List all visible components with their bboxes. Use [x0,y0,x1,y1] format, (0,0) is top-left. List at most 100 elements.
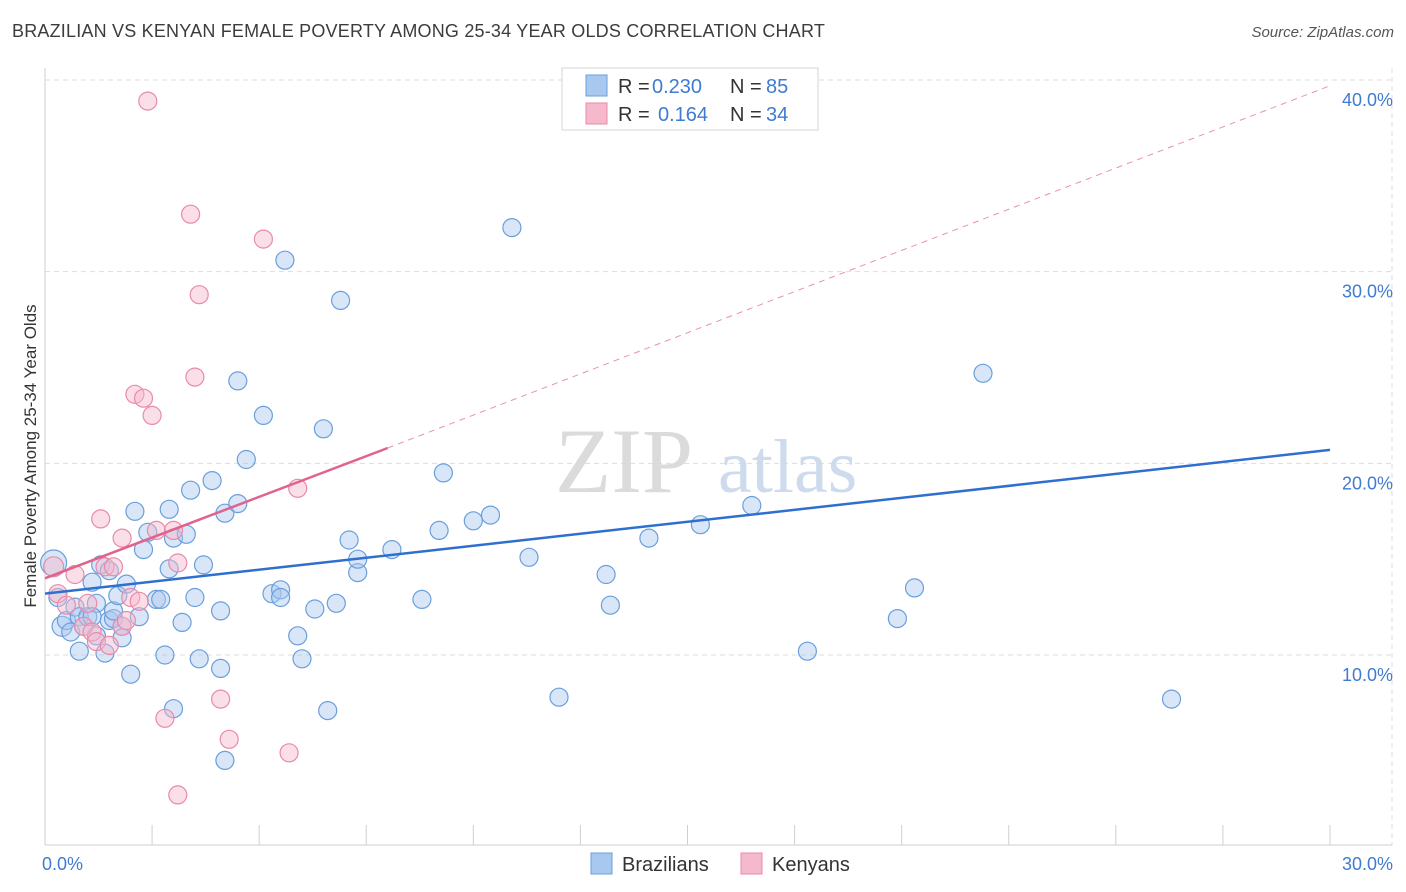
data-point-brazilians [797,641,818,661]
data-point-brazilians [121,664,141,684]
data-point-brazilians [305,599,325,619]
data-point-brazilians [69,641,89,661]
y-tick-label-20: 20.0% [1342,473,1393,493]
data-point-brazilians [480,505,501,525]
data-point-brazilians [202,471,222,491]
data-point-brazilians [211,658,231,679]
trend-line-brazilians [44,448,1331,595]
data-point-brazilians [973,363,993,383]
data-point-brazilians [151,589,171,610]
data-point-brazilians [172,612,192,633]
data-point-kenyans [112,528,132,548]
data-point-brazilians [433,463,453,483]
trend-line-kenyans [44,446,389,580]
data-point-brazilians [78,607,98,627]
data-point-kenyans [65,564,85,585]
data-point-kenyans [142,405,162,425]
data-point-brazilians [211,601,231,621]
data-point-brazilians [181,480,201,500]
series-kenyans [42,91,308,805]
data-point-brazilians [502,218,522,238]
legend-bottom-label-brazilians: Brazilians [622,854,709,876]
legend-r-value-2: 0.164 [658,104,708,126]
legend-n-value-2: 34 [766,104,788,126]
data-point-brazilians [193,555,214,575]
data-point-brazilians [1161,689,1182,709]
data-point-brazilians [215,750,235,771]
axes [44,68,1392,846]
data-point-brazilians [228,371,248,391]
data-point-kenyans [56,595,77,615]
y-tick-label-30: 30.0% [1342,282,1393,302]
legend-top: R = 0.230 N = 85 R = 0.164 N = 34 [561,67,819,131]
tick-labels: 10.0% 20.0% 30.0% 40.0% 0.0% 30.0% [42,90,1393,874]
data-point-kenyans [168,553,188,573]
data-point-brazilians [228,494,248,514]
data-point-kenyans [138,91,158,111]
data-point-brazilians [348,562,368,583]
source-credit: Source: ZipAtlas.com [1251,24,1394,41]
data-point-brazilians [549,687,569,707]
legend-n-label-1: N = [730,76,762,98]
grid-lines [45,68,1393,845]
data-point-brazilians [463,511,483,531]
data-point-brazilians [236,449,256,470]
data-point-brazilians [189,649,209,669]
data-point-kenyans [168,785,188,805]
legend-bottom-swatch-brazilians [590,852,613,875]
data-point-brazilians [288,626,308,646]
data-point-kenyans [129,591,149,611]
data-point-kenyans [219,729,239,749]
data-point-kenyans [82,622,102,642]
data-point-kenyans [211,689,231,709]
y-tick-label-10: 10.0% [1342,665,1393,685]
data-point-kenyans [185,367,205,387]
legend-r-value-1: 0.230 [652,76,702,98]
data-point-brazilians [313,419,333,439]
data-point-kenyans [103,557,124,577]
data-point-brazilians [275,250,295,270]
legend-n-label-2: N = [730,104,762,126]
data-point-brazilians [519,547,539,567]
data-points [39,91,1182,805]
data-point-kenyans [78,593,98,613]
trend-lines [44,85,1331,595]
data-point-brazilians [742,495,762,516]
data-point-brazilians [429,520,449,541]
chart-title: BRAZILIAN VS KENYAN FEMALE POVERTY AMONG… [12,21,826,41]
x-tick-label-1: 30.0% [1342,854,1393,874]
data-point-brazilians [887,608,908,629]
data-point-brazilians [253,405,273,425]
data-point-brazilians [318,700,338,721]
trend-line-kenyans-extension [387,85,1331,449]
data-point-brazilians [904,578,925,598]
data-point-kenyans [91,509,111,529]
data-point-kenyans [42,556,65,578]
data-point-kenyans [155,708,175,728]
data-point-kenyans [116,610,137,631]
data-point-kenyans [279,743,299,763]
y-tick-label-40: 40.0% [1342,90,1393,110]
data-point-brazilians [125,501,145,521]
data-point-brazilians [412,589,432,610]
data-point-brazilians [600,595,621,615]
legend-r-label-1: R = [618,76,650,98]
data-point-brazilians [159,499,179,519]
legend-bottom-label-kenyans: Kenyans [772,854,850,876]
data-point-kenyans [253,229,273,249]
data-point-brazilians [639,528,659,548]
data-point-kenyans [189,285,209,305]
watermark-atlas: atlas [718,425,857,509]
legend-n-value-1: 85 [766,76,788,98]
legend-bottom-swatch-kenyans [740,852,763,875]
data-point-brazilians [596,564,616,585]
data-point-brazilians [339,530,359,550]
data-point-brazilians [103,601,124,621]
y-axis-label: Female Poverty Among 25-34 Year Olds [21,304,40,607]
data-point-kenyans [181,204,201,224]
data-point-brazilians [331,290,351,310]
legend-swatch-brazilians [585,74,608,97]
data-point-brazilians [292,649,312,669]
data-point-kenyans [99,635,119,656]
series-brazilians [39,106,1182,771]
